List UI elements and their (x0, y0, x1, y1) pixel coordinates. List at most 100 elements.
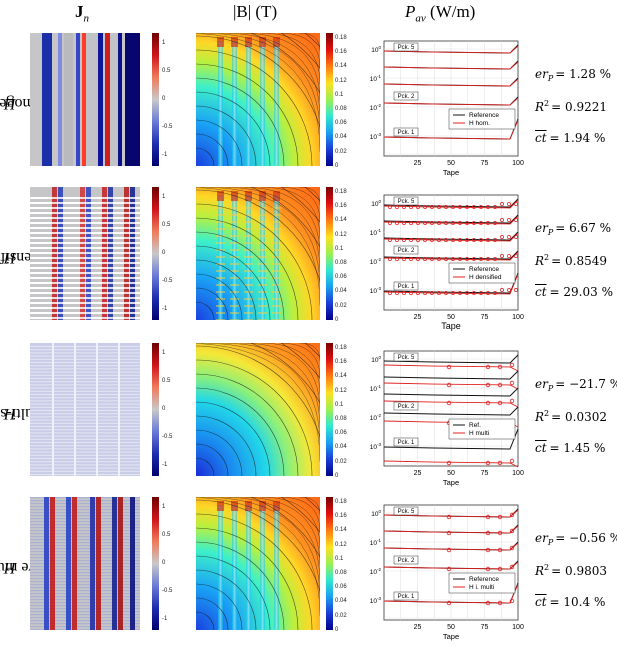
metric-value: = 0.9221 (551, 100, 607, 114)
b-colorbar-tick: 0.16 (335, 513, 347, 520)
metric-symbol: ct (535, 595, 547, 609)
legend-entry: Ref. (469, 422, 481, 429)
metric-value: = 0.8549 (551, 254, 607, 268)
marker (465, 291, 469, 295)
b-colorbar-tick: 0.08 (335, 416, 347, 422)
marker (497, 514, 503, 520)
pck-label: Pck. 5 (398, 45, 415, 51)
jn-current-map (30, 343, 140, 476)
b-colorbar-tick: 0.04 (335, 444, 347, 451)
reference-curve (383, 231, 519, 241)
jn-colorbar-tick: 0.5 (162, 532, 171, 538)
jn-colorbar (152, 497, 159, 630)
marker (451, 257, 455, 261)
b-colorbar-tick: 0.12 (335, 387, 347, 394)
marker (485, 530, 491, 536)
marker (493, 257, 497, 261)
b-colorbar-tick: 0.12 (335, 231, 347, 238)
model-curve (383, 61, 519, 70)
jn-current-map (30, 497, 140, 631)
pav-panel: 100 10-1 10-2 10-3 25 50 75 100 Tape Pck. 5 Pck. 2… (354, 187, 524, 337)
x-axis-label: Tape (443, 168, 459, 177)
marker (486, 238, 490, 242)
marker (465, 205, 469, 209)
pck-label: Pck. 5 (398, 355, 415, 361)
pav-panel: 100 10-1 10-2 10-3 25 50 75 100 Tape Pck. 5 Pck. 2… (354, 497, 524, 647)
marker (509, 380, 515, 386)
marker (497, 530, 503, 536)
xtick-label: 100 (512, 160, 524, 167)
ytick-label: 10-1 (370, 228, 382, 237)
marker (479, 291, 483, 295)
model-curve (383, 45, 519, 54)
b-colorbar-tick: 0 (335, 316, 339, 323)
b-panel (196, 33, 320, 166)
model-curve (383, 215, 519, 225)
jn-colorbar-tick: 1 (162, 504, 166, 510)
xtick-label: 25 (414, 314, 422, 321)
superscript: 2 (544, 99, 550, 108)
b-colorbar-tick: 0.18 (335, 499, 347, 505)
marker (514, 288, 518, 292)
marker (486, 205, 490, 209)
xtick-label: 75 (481, 160, 489, 167)
metric-symbol: er (535, 221, 548, 235)
row-label: H densified (0, 187, 39, 327)
marker (514, 254, 518, 258)
marker (458, 238, 462, 242)
marker (409, 221, 413, 225)
jn-colorbar-tick: -0.5 (162, 434, 173, 440)
metric-subscript: P (547, 74, 554, 83)
metric-r2: R2 = 0.9221 (535, 99, 607, 114)
b-colorbar-tick: 0.04 (335, 288, 347, 295)
model-curve (383, 382, 519, 390)
marker (458, 205, 462, 209)
metric-erp: erP = 6.67 % (535, 221, 611, 237)
metric-value: = 10.4 % (549, 595, 606, 609)
legend-entry: Reference (469, 112, 499, 119)
marker (446, 600, 452, 606)
marker (430, 257, 434, 261)
metric-symbol: er (535, 531, 548, 545)
legend-entry: H hom. (469, 120, 490, 127)
marker (497, 460, 503, 466)
b-colorbar-tick: 0.1 (335, 555, 344, 562)
b-colorbar-tick: 0.14 (335, 63, 347, 70)
marker (479, 238, 483, 242)
b-panel (196, 187, 320, 320)
marker (395, 257, 399, 261)
marker (465, 257, 469, 261)
marker (446, 400, 452, 406)
marker (507, 202, 511, 206)
ytick-label: 10-3 (370, 596, 382, 605)
b-colorbar-tick: 0.02 (335, 302, 347, 309)
metric-subscript: P (547, 384, 554, 393)
marker (430, 238, 434, 242)
xtick-label: 100 (512, 624, 524, 631)
marker (395, 291, 399, 295)
b-colorbar (326, 33, 333, 166)
marker (416, 238, 420, 242)
legend-entry: H i. multi (469, 584, 494, 591)
metric-erp: erP = −21.7 % (535, 377, 617, 393)
b-colorbar (326, 187, 333, 320)
b-colorbar-tick: 0.04 (335, 598, 347, 605)
marker (485, 460, 491, 466)
marker (507, 218, 511, 222)
ytick-label: 100 (371, 45, 381, 54)
b-colorbar-tick: 0.02 (335, 612, 347, 619)
marker (402, 205, 406, 209)
marker (446, 514, 452, 520)
metric-symbol: er (535, 377, 548, 391)
marker (416, 221, 420, 225)
model-curve (383, 199, 519, 209)
b-colorbar-tick: 0.08 (335, 106, 347, 112)
b-colorbar-tick: 0.1 (335, 401, 344, 408)
marker (446, 382, 452, 388)
reference-curve (383, 406, 519, 416)
b-colorbar-tick: 0.02 (335, 458, 347, 465)
metric-symbol: R (535, 254, 545, 268)
marker (444, 238, 448, 242)
metric-value: = 0.0302 (551, 410, 607, 424)
pck-label: Pck. 1 (398, 440, 415, 446)
